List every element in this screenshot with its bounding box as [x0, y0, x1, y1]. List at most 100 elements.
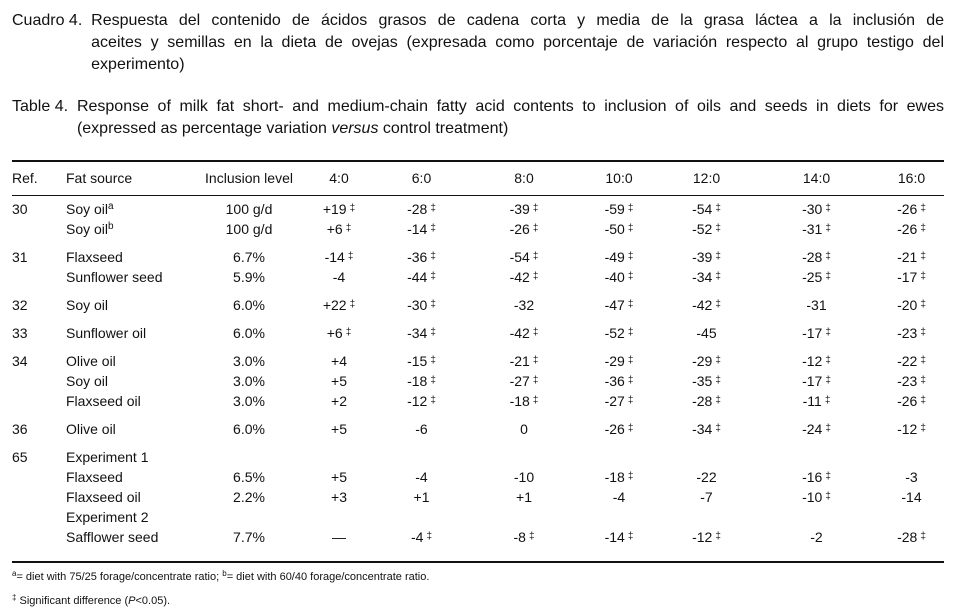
- ref-cell: 33: [12, 325, 28, 341]
- value-cell: [469, 507, 579, 527]
- value-cell: -39 ‡: [509, 201, 539, 217]
- significance-mark: ‡: [627, 355, 634, 366]
- value-cell: -8 ‡: [513, 529, 535, 545]
- significance-mark: ‡: [824, 395, 831, 406]
- significance-mark: ‡: [715, 423, 721, 434]
- value-cell: -22: [696, 469, 717, 485]
- value-cell: -45: [696, 325, 717, 341]
- significance-mark: ‡: [430, 203, 436, 214]
- value-cell: -34 ‡: [692, 269, 721, 285]
- value-cell: -35 ‡: [692, 373, 721, 389]
- significance-mark: ‡: [627, 299, 634, 310]
- value-cell: -28 ‡: [692, 393, 721, 409]
- significance-mark: ‡: [430, 375, 436, 386]
- value-cell: -28 ‡: [897, 529, 926, 545]
- value-cell: -18 ‡: [604, 469, 634, 485]
- table-header: Ref. Fat source Inclusion level 4:0 6:0 8:0 10…: [12, 168, 944, 188]
- value-cell: -4 ‡: [410, 529, 432, 545]
- footnote-mark: b: [108, 221, 114, 232]
- significance-mark: ‡: [825, 471, 831, 482]
- significance-mark: ‡: [920, 327, 926, 338]
- value-cell: -29 ‡: [604, 353, 634, 369]
- value-cell: [754, 507, 879, 527]
- significance-mark: ‡: [920, 299, 926, 310]
- group-spacer: [12, 315, 944, 323]
- value-cell: -54 ‡: [509, 249, 539, 265]
- inclusion-level-cell: 100 g/d: [225, 201, 273, 217]
- column-header: 14:0: [802, 170, 831, 186]
- fat-source-cell: Soy oila: [66, 201, 114, 217]
- value-cell: -14 ‡: [604, 529, 634, 545]
- significance-mark: ‡: [347, 251, 354, 262]
- significance-mark: ‡: [532, 203, 539, 214]
- value-cell: -42 ‡: [509, 325, 539, 341]
- value-cell: -34 ‡: [692, 421, 721, 437]
- table-row: Soy oilb 100 g/d +6 ‡ -14 ‡ -26 ‡ -50 ‡ -52 ‡ -31 ‡ -2…: [12, 219, 944, 239]
- table-row: Flaxseed oil 3.0% +2 -12 ‡ -18 ‡ -27 ‡ -28 ‡ -11 ‡ -2…: [12, 391, 944, 411]
- significance-mark: ‡: [532, 327, 539, 338]
- column-header: 10:0: [605, 170, 633, 186]
- fat-source-cell: Flaxseed: [66, 249, 123, 265]
- fat-source-cell: Soy oil: [66, 373, 109, 389]
- table-row: Experiment 2: [12, 507, 944, 527]
- value-cell: -21 ‡: [897, 249, 926, 265]
- value-cell: -4: [332, 269, 346, 285]
- significance-mark: ‡: [920, 423, 926, 434]
- value-cell: +3: [331, 489, 347, 505]
- table-row: Sunflower seed 5.9% -4 -44 ‡ -42 ‡ -40 ‡ -34 ‡ -25 ‡…: [12, 267, 944, 287]
- value-cell: +1: [516, 489, 532, 505]
- significance-mark: ‡: [715, 531, 721, 542]
- fat-source-cell: Safflower seed: [66, 529, 159, 545]
- value-cell: -23 ‡: [897, 325, 926, 341]
- value-cell: +4: [331, 353, 347, 369]
- value-cell: -28 ‡: [407, 201, 436, 217]
- value-cell: -36 ‡: [604, 373, 634, 389]
- ref-cell: 32: [12, 297, 28, 313]
- table-row: Soy oil 3.0% +5 -18 ‡ -27 ‡ -36 ‡ -35 ‡ -17 ‡ -23 ‡: [12, 371, 944, 391]
- significance-mark: ‡: [627, 203, 634, 214]
- ref-cell: 31: [12, 249, 28, 265]
- fat-source-cell: Sunflower seed: [66, 269, 163, 285]
- significance-mark: ‡: [430, 395, 436, 406]
- significance-mark: ‡: [920, 203, 926, 214]
- column-header: 12:0: [692, 170, 721, 186]
- column-header: Inclusion level: [205, 170, 293, 186]
- inclusion-level-cell: 3.0%: [233, 393, 265, 409]
- significance-mark: ‡: [532, 223, 539, 234]
- value-cell: —: [332, 529, 346, 545]
- value-cell: -29 ‡: [692, 353, 721, 369]
- header-rule: [12, 195, 944, 196]
- value-cell: -31 ‡: [802, 221, 831, 237]
- group-spacer: [12, 439, 944, 447]
- fat-source-cell: Experiment 1: [66, 449, 149, 465]
- value-cell: -22 ‡: [897, 353, 926, 369]
- significance-mark: ‡: [430, 355, 436, 366]
- value-cell: -23 ‡: [897, 373, 926, 389]
- table-bottom-rule: [12, 561, 944, 563]
- footnote-significance: ‡ Significant difference (P<0.05).: [12, 593, 171, 608]
- column-header: Ref.: [12, 170, 38, 186]
- caption-label: Table 4.: [12, 98, 77, 115]
- value-cell: -36 ‡: [407, 249, 436, 265]
- table-row: 34 Olive oil 3.0% +4 -15 ‡ -21 ‡ -29 ‡ -29 ‡ -12 ‡ -22…: [12, 351, 944, 371]
- fat-source-cell: Sunflower oil: [66, 325, 147, 341]
- significance-mark: ‡: [920, 531, 926, 542]
- significance-mark: ‡: [627, 375, 634, 386]
- significance-mark: ‡: [627, 271, 634, 282]
- significance-mark: ‡: [825, 491, 831, 502]
- ref-cell: [12, 219, 66, 239]
- value-cell: [659, 507, 754, 527]
- fat-source-cell: Flaxseed oil: [66, 489, 141, 505]
- ref-cell: 34: [12, 353, 28, 369]
- inclusion-level-cell: 6.0%: [233, 297, 265, 313]
- ref-cell: 65: [12, 449, 28, 465]
- value-cell: -14: [901, 489, 922, 505]
- table-row: Flaxseed oil 2.2% +3 +1 +1 -4 -7 -10 ‡ -14: [12, 487, 944, 507]
- value-cell: -26 ‡: [897, 393, 926, 409]
- value-cell: -3: [905, 469, 918, 485]
- inclusion-level-cell: 6.0%: [233, 325, 265, 341]
- value-cell: -6: [415, 421, 428, 437]
- footnote-mark: a: [108, 201, 114, 212]
- value-cell: -52 ‡: [692, 221, 721, 237]
- value-cell: -27 ‡: [509, 373, 539, 389]
